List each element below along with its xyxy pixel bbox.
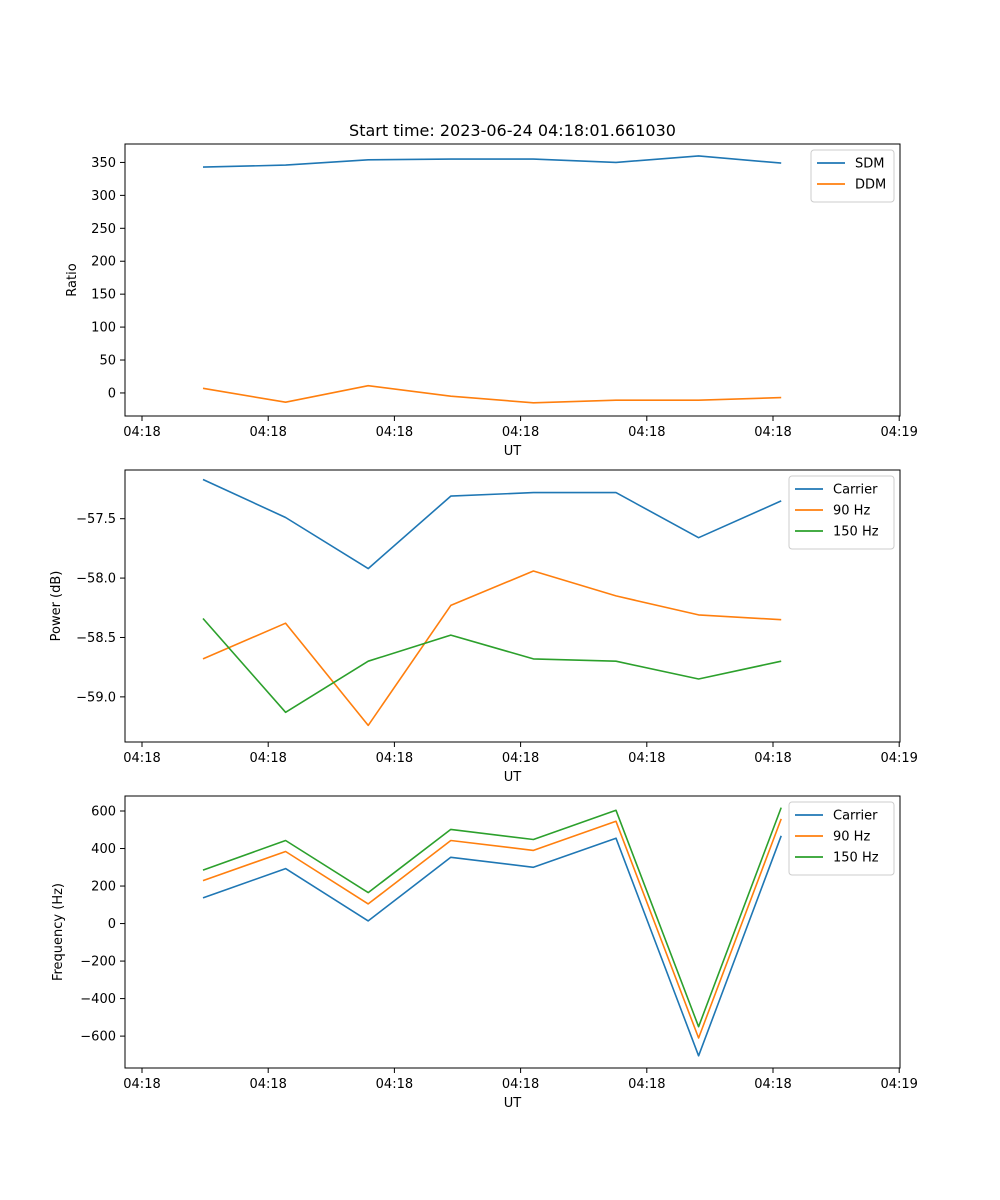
legend-entry: Carrier: [833, 483, 878, 498]
x-tick-label: 04:18: [249, 425, 286, 440]
x-tick-label: 04:18: [376, 1077, 413, 1092]
chart-panel: Start time: 2023-06-24 04:18:01.661030 04…: [65, 121, 918, 459]
y-tick-label: 50: [99, 354, 116, 369]
x-tick-label: 04:18: [123, 1077, 160, 1092]
y-tick-label: 150: [91, 288, 116, 303]
x-tick-label: 04:18: [628, 425, 665, 440]
x-tick-label: 04:18: [376, 751, 413, 766]
x-tick-label: 04:18: [502, 1077, 539, 1092]
y-tick-label: 0: [108, 917, 116, 932]
legend: Carrier 90 Hz 150 Hz: [788, 801, 895, 876]
y-tick-label: −59.0: [76, 690, 116, 705]
legend-entry: DDM: [855, 178, 886, 193]
legend: Carrier 90 Hz 150 Hz: [788, 475, 895, 550]
x-tick-label: 04:19: [880, 1077, 917, 1092]
chart-panel: 04:18 04:18 04:18 04:18 04:18 04:18 04:19 UT −59…: [49, 469, 918, 785]
plot-area: [124, 143, 901, 417]
x-tick-label: 04:18: [123, 751, 160, 766]
plot-area: [124, 469, 901, 743]
x-tick-label: 04:18: [123, 425, 160, 440]
x-tick-label: 04:18: [628, 751, 665, 766]
series-line-90-hz: [202, 570, 782, 727]
series-line-carrier: [202, 478, 782, 570]
y-tick-label: 600: [91, 805, 116, 820]
x-tick-label: 04:18: [249, 751, 286, 766]
legend-entry: Carrier: [833, 809, 878, 824]
x-tick-label: 04:18: [754, 1077, 791, 1092]
y-axis-label: Frequency (Hz): [51, 883, 66, 981]
chart-title: Start time: 2023-06-24 04:18:01.661030: [349, 121, 676, 140]
series-line-150-hz: [202, 617, 782, 714]
x-tick-label: 04:18: [502, 751, 539, 766]
y-tick-label: −57.5: [76, 512, 116, 527]
x-axis-label: UT: [504, 1096, 522, 1111]
x-tick-label: 04:18: [754, 751, 791, 766]
x-tick-label: 04:18: [628, 1077, 665, 1092]
x-tick-label: 04:19: [880, 425, 917, 440]
y-tick-label: 200: [91, 880, 116, 895]
y-tick-label: 350: [91, 156, 116, 171]
chart-panel: 04:18 04:18 04:18 04:18 04:18 04:18 04:19 UT −60…: [51, 795, 918, 1111]
y-axis-label: Power (dB): [49, 571, 64, 642]
y-tick-label: 100: [91, 321, 116, 336]
x-tick-label: 04:18: [502, 425, 539, 440]
legend-entry: 150 Hz: [833, 525, 879, 540]
x-tick-label: 04:19: [880, 751, 917, 766]
y-tick-label: −600: [80, 1030, 116, 1045]
series-line-carrier: [202, 835, 782, 1057]
y-tick-label: −58.5: [76, 631, 116, 646]
chart-panels: Start time: 2023-06-24 04:18:01.66103004…: [49, 121, 918, 1111]
y-tick-label: 0: [108, 386, 116, 401]
x-tick-label: 04:18: [754, 425, 791, 440]
legend-entry: 150 Hz: [833, 851, 879, 866]
x-axis-label: UT: [504, 770, 522, 785]
y-axis-label: Ratio: [65, 263, 80, 296]
y-tick-label: −400: [80, 992, 116, 1007]
series-line-sdm: [202, 155, 782, 168]
y-tick-label: −200: [80, 955, 116, 970]
x-tick-label: 04:18: [249, 1077, 286, 1092]
x-axis-label: UT: [504, 444, 522, 459]
legend-entry: 90 Hz: [833, 830, 870, 845]
y-tick-label: −58.0: [76, 572, 116, 587]
x-tick-label: 04:18: [376, 425, 413, 440]
plot-area: [124, 795, 901, 1069]
y-tick-label: 400: [91, 842, 116, 857]
legend-entry: 90 Hz: [833, 504, 870, 519]
series-line-ddm: [202, 384, 782, 404]
legend-entry: SDM: [855, 157, 884, 172]
series-line-150-hz: [202, 807, 782, 1028]
y-tick-label: 300: [91, 189, 116, 204]
y-tick-label: 200: [91, 255, 116, 270]
series-line-90-hz: [202, 818, 782, 1039]
y-tick-label: 250: [91, 222, 116, 237]
legend: SDM DDM: [810, 149, 895, 203]
